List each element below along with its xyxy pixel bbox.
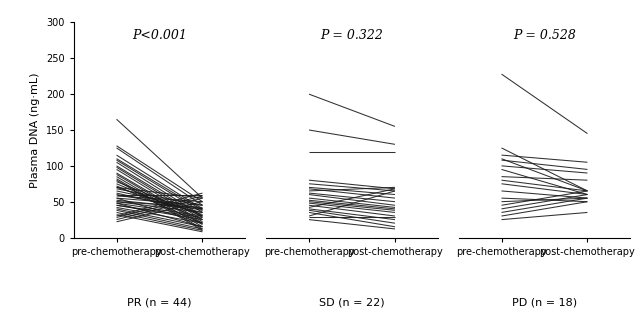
Text: PR (n = 44): PR (n = 44) <box>127 298 192 308</box>
Text: P<0.001: P<0.001 <box>132 29 187 42</box>
Text: SD (n = 22): SD (n = 22) <box>319 298 385 308</box>
Text: PD (n = 18): PD (n = 18) <box>512 298 577 308</box>
Text: P = 0.322: P = 0.322 <box>321 29 383 42</box>
Text: P = 0.528: P = 0.528 <box>513 29 576 42</box>
Y-axis label: Plasma DNA (ng·mL): Plasma DNA (ng·mL) <box>30 72 40 188</box>
